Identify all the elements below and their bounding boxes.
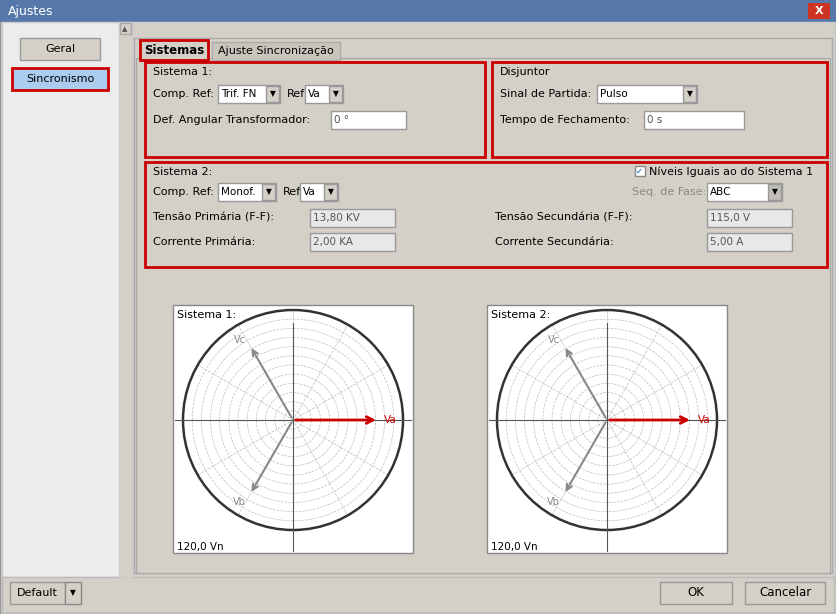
FancyBboxPatch shape: [707, 209, 792, 227]
FancyBboxPatch shape: [2, 22, 834, 612]
Text: ▼: ▼: [333, 90, 339, 98]
FancyBboxPatch shape: [2, 22, 132, 577]
Text: X: X: [815, 6, 823, 16]
FancyBboxPatch shape: [218, 183, 276, 201]
Text: 120,0 Vn: 120,0 Vn: [491, 542, 538, 552]
Text: Tensão Primária (F-F):: Tensão Primária (F-F):: [153, 213, 274, 223]
FancyBboxPatch shape: [597, 85, 697, 103]
Text: 5,00 A: 5,00 A: [710, 237, 743, 247]
Text: Sistema 2:: Sistema 2:: [491, 310, 550, 320]
Text: Sistemas: Sistemas: [144, 44, 204, 56]
FancyBboxPatch shape: [136, 58, 830, 573]
Text: 0 s: 0 s: [647, 115, 662, 125]
Text: Ajustes: Ajustes: [8, 4, 54, 18]
FancyBboxPatch shape: [310, 233, 395, 251]
Text: ▼: ▼: [772, 187, 778, 196]
Text: Corrente Primária:: Corrente Primária:: [153, 237, 255, 247]
FancyBboxPatch shape: [2, 577, 834, 612]
Text: Disjuntor: Disjuntor: [500, 67, 550, 77]
FancyBboxPatch shape: [644, 111, 744, 129]
Text: Tempo de Fechamento:: Tempo de Fechamento:: [500, 115, 630, 125]
FancyBboxPatch shape: [329, 86, 342, 102]
Text: Vc: Vc: [548, 335, 560, 344]
FancyBboxPatch shape: [324, 184, 337, 200]
FancyBboxPatch shape: [20, 38, 100, 60]
Text: Cancelar: Cancelar: [759, 586, 811, 599]
FancyBboxPatch shape: [10, 582, 65, 604]
FancyBboxPatch shape: [65, 582, 81, 604]
FancyBboxPatch shape: [768, 184, 781, 200]
FancyBboxPatch shape: [635, 166, 645, 176]
Text: Sinal de Partida:: Sinal de Partida:: [500, 89, 591, 99]
FancyBboxPatch shape: [266, 86, 279, 102]
Text: Vb: Vb: [548, 497, 560, 507]
FancyBboxPatch shape: [808, 3, 830, 19]
Text: Va: Va: [384, 415, 396, 425]
FancyBboxPatch shape: [305, 85, 343, 103]
Text: 2,00 KA: 2,00 KA: [313, 237, 353, 247]
Text: ▼: ▼: [266, 187, 272, 196]
FancyBboxPatch shape: [132, 22, 834, 577]
FancyBboxPatch shape: [173, 305, 413, 553]
FancyBboxPatch shape: [300, 183, 338, 201]
Text: ✓: ✓: [636, 166, 643, 176]
Text: 120,0 Vn: 120,0 Vn: [177, 542, 223, 552]
Text: Sistema 1:: Sistema 1:: [177, 310, 236, 320]
Text: Sincronismo: Sincronismo: [26, 74, 94, 84]
Text: ▼: ▼: [270, 90, 276, 98]
Text: OK: OK: [687, 586, 705, 599]
FancyBboxPatch shape: [707, 183, 782, 201]
Text: 13,80 KV: 13,80 KV: [313, 213, 359, 223]
Text: Def. Angular Transformador:: Def. Angular Transformador:: [153, 115, 310, 125]
FancyBboxPatch shape: [120, 23, 131, 34]
Text: Comp. Ref:: Comp. Ref:: [153, 187, 214, 197]
Text: Vb: Vb: [233, 497, 246, 507]
FancyBboxPatch shape: [310, 209, 395, 227]
FancyBboxPatch shape: [487, 305, 727, 553]
Text: Geral: Geral: [45, 44, 75, 54]
FancyBboxPatch shape: [212, 42, 340, 60]
Text: Va: Va: [308, 89, 321, 99]
Text: Ref:: Ref:: [287, 89, 308, 99]
FancyBboxPatch shape: [262, 184, 275, 200]
FancyBboxPatch shape: [707, 233, 792, 251]
Text: Seq. de Fase:: Seq. de Fase:: [632, 187, 706, 197]
FancyBboxPatch shape: [683, 86, 696, 102]
Text: Ajuste Sincronização: Ajuste Sincronização: [218, 46, 334, 56]
Text: Pulso: Pulso: [600, 89, 628, 99]
FancyBboxPatch shape: [331, 111, 406, 129]
Text: Sistema 2:: Sistema 2:: [153, 167, 212, 177]
Text: Monof.: Monof.: [221, 187, 256, 197]
Text: 0 °: 0 °: [334, 115, 349, 125]
Text: Vc: Vc: [234, 335, 246, 344]
Text: Va: Va: [303, 187, 316, 197]
Text: Va: Va: [698, 415, 711, 425]
Text: ▼: ▼: [687, 90, 693, 98]
Text: Trif. FN: Trif. FN: [221, 89, 257, 99]
Text: Níveis Iguais ao do Sistema 1: Níveis Iguais ao do Sistema 1: [649, 167, 813, 177]
Text: Sistema 1:: Sistema 1:: [153, 67, 212, 77]
Text: 115,0 V: 115,0 V: [710, 213, 750, 223]
FancyBboxPatch shape: [140, 40, 208, 60]
FancyBboxPatch shape: [0, 0, 836, 22]
FancyBboxPatch shape: [218, 85, 280, 103]
Text: ▼: ▼: [70, 588, 76, 597]
Text: Comp. Ref:: Comp. Ref:: [153, 89, 214, 99]
FancyBboxPatch shape: [745, 582, 825, 604]
Text: Default: Default: [17, 588, 58, 598]
Text: Corrente Secundária:: Corrente Secundária:: [495, 237, 614, 247]
Text: ▼: ▼: [328, 187, 334, 196]
Text: Tensão Secundária (F-F):: Tensão Secundária (F-F):: [495, 213, 632, 223]
FancyBboxPatch shape: [134, 38, 832, 573]
Text: Ref:: Ref:: [283, 187, 304, 197]
FancyBboxPatch shape: [119, 22, 132, 577]
Text: ▲: ▲: [122, 26, 128, 32]
Text: ABC: ABC: [710, 187, 732, 197]
FancyBboxPatch shape: [12, 68, 108, 90]
FancyBboxPatch shape: [660, 582, 732, 604]
